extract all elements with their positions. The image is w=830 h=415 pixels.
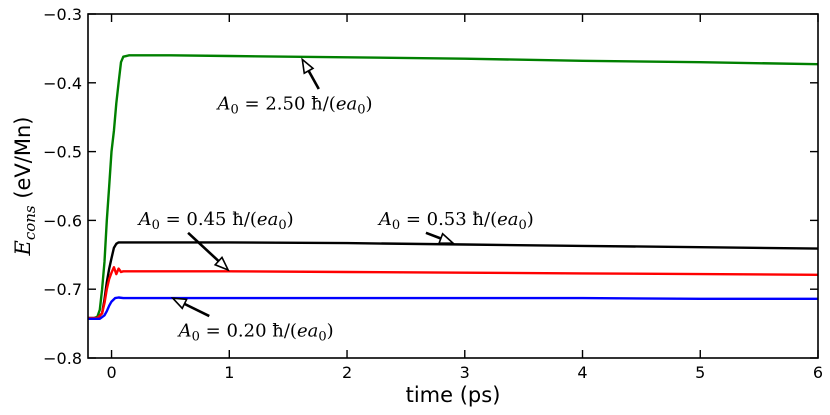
y-tick-label: −0.6	[43, 211, 82, 230]
annotation-arrow-shaft	[187, 231, 220, 263]
annotation-arrow-head	[213, 256, 230, 272]
series-line-1	[88, 54, 818, 320]
annotation-arrow-shaft	[425, 231, 442, 240]
y-axis-label-sub: cons	[21, 205, 39, 240]
annotation-arrow-head	[170, 297, 188, 310]
y-axis-label-unit: (eV/Mn)	[11, 117, 35, 206]
annotation-arrow-head	[301, 57, 315, 75]
annotation-label: A0 = 2.50 ħ/(ea0)	[216, 93, 373, 117]
x-tick-label: 4	[577, 363, 587, 382]
y-tick-label: −0.7	[43, 280, 82, 299]
x-tick-label: 0	[106, 363, 116, 382]
y-tick-label: −0.8	[43, 349, 82, 368]
y-axis-label: Econs (eV/Mn)	[11, 117, 39, 257]
series-line-2	[88, 241, 818, 320]
series-line-3	[88, 266, 818, 320]
x-tick-label: 1	[224, 363, 234, 382]
annotation-arrow-head	[437, 232, 456, 244]
annotation-label: A0 = 0.45 ħ/(ea0)	[137, 209, 294, 233]
x-tick-label: 3	[460, 363, 470, 382]
y-axis-label-main: E	[11, 240, 35, 256]
plot-frame	[87, 13, 819, 359]
annotation-label: A0 = 0.53 ħ/(ea0)	[377, 209, 534, 233]
annotation-arrow-shaft	[183, 302, 210, 318]
y-tick-label: −0.5	[43, 143, 82, 162]
x-tick-label: 6	[813, 363, 823, 382]
x-tick-label: 2	[342, 363, 352, 382]
x-tick-label: 5	[695, 363, 705, 382]
annotation-arrow-shaft	[307, 70, 320, 90]
annotation-label: A0 = 0.20 ħ/(ea0)	[177, 320, 334, 344]
series-line-4	[88, 296, 818, 320]
y-tick-label: −0.3	[43, 5, 82, 24]
x-axis-label: time (ps)	[406, 383, 501, 407]
y-tick-label: −0.4	[43, 74, 82, 93]
